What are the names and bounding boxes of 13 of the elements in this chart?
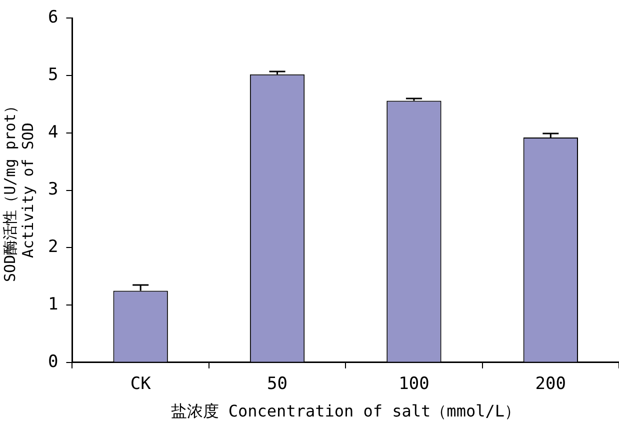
y-axis-title: SOD酶活性（U/mg prot） Activity of SOD <box>0 98 37 282</box>
y-tick-label: 5 <box>48 64 58 85</box>
y-tick-label: 0 <box>48 352 58 372</box>
y-tick-label: 2 <box>48 237 58 258</box>
x-tick-label: 100 <box>398 374 430 394</box>
y-tick-label: 1 <box>48 294 58 314</box>
y-tick-label: 6 <box>48 8 58 28</box>
x-tick-label: CK <box>130 374 152 394</box>
x-axis-title: 盐浓度 Concentration of salt（mmol/L） <box>170 402 520 421</box>
y-tick-label: 3 <box>48 180 58 200</box>
y-tick-label: 4 <box>48 122 58 142</box>
x-tick-label: 200 <box>535 374 566 394</box>
x-tick-label: 50 <box>267 374 288 394</box>
